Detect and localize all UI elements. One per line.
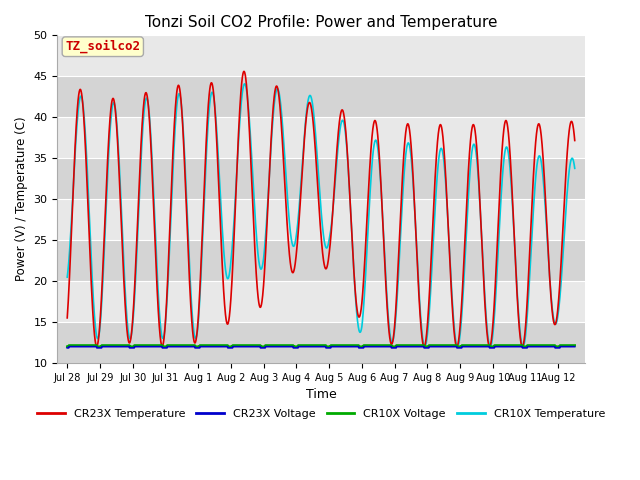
X-axis label: Time: Time	[306, 388, 337, 401]
Y-axis label: Power (V) / Temperature (C): Power (V) / Temperature (C)	[15, 117, 28, 281]
Text: TZ_soilco2: TZ_soilco2	[65, 40, 140, 53]
Bar	[58, 117, 584, 158]
Title: Tonzi Soil CO2 Profile: Power and Temperature: Tonzi Soil CO2 Profile: Power and Temper…	[145, 15, 497, 30]
Bar	[58, 322, 584, 363]
Bar	[58, 199, 584, 240]
Bar	[58, 281, 584, 322]
Bar	[58, 240, 584, 281]
Bar	[58, 158, 584, 199]
Legend: CR23X Temperature, CR23X Voltage, CR10X Voltage, CR10X Temperature: CR23X Temperature, CR23X Voltage, CR10X …	[33, 404, 609, 423]
Bar	[58, 36, 584, 76]
Bar	[58, 76, 584, 117]
